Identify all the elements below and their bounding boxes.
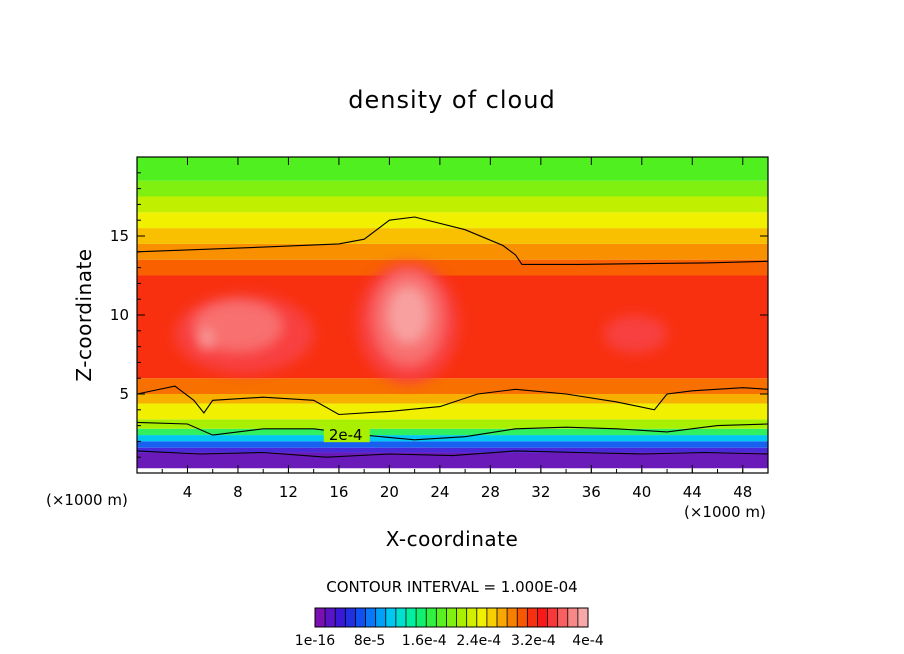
- x-tick-label: 28: [481, 483, 500, 501]
- colorbar-frame: [314, 607, 589, 628]
- colorbar-swatch: [365, 608, 376, 627]
- x-tick-label: 36: [582, 483, 601, 501]
- colorbar-swatch: [476, 608, 488, 627]
- contour-band-13: [137, 212, 768, 229]
- contour-band-0: [137, 452, 768, 469]
- colorbar-swatch: [385, 608, 397, 627]
- contour-band-11: [137, 243, 768, 260]
- contour-line-top: [137, 216, 768, 265]
- contour-lines: 2e-4: [137, 216, 768, 458]
- colorbar-swatch: [537, 608, 548, 627]
- y-tick-label: 5: [119, 385, 129, 403]
- colorbar-swatch: [335, 608, 346, 627]
- colorbar-swatch: [315, 608, 326, 627]
- contour-band-3: [137, 435, 768, 442]
- core-blobs: [174, 262, 668, 383]
- x-axis-unit-label: (×1000 m): [684, 503, 766, 521]
- colorbar-swatch: [547, 608, 558, 627]
- contour-band-12: [137, 228, 768, 244]
- colorbar-swatch: [345, 608, 356, 627]
- x-tick-label: 44: [683, 483, 702, 501]
- contour-band-1: [137, 447, 768, 453]
- colorbar-swatch: [446, 608, 457, 627]
- contour-band-4: [137, 428, 768, 436]
- contour-band-2: [137, 441, 768, 448]
- colorbar-swatch: [426, 608, 437, 627]
- colorbar-swatch: [355, 608, 366, 627]
- contour-band-16: [137, 157, 768, 181]
- colorbar-swatch: [436, 608, 447, 627]
- colorbar-swatch: [527, 608, 538, 627]
- colorbar-label: 3.2e-4: [511, 633, 556, 649]
- contour-label-bg: [323, 427, 370, 443]
- contour-band-10: [137, 259, 768, 276]
- colorbar-swatch: [466, 608, 478, 627]
- contour-band-6: [137, 403, 768, 420]
- x-tick-label: 12: [279, 483, 298, 501]
- colorbar-label: 4e-4: [572, 633, 604, 649]
- contour-band-14: [137, 196, 768, 213]
- x-tick-label: 8: [233, 483, 243, 501]
- colorbar: 1e-16 8e-5 1.6e-4 2.4e-4 3.2e-4 4e-4: [295, 607, 604, 649]
- y-tick-label: 15: [110, 227, 129, 245]
- colorbar-swatch: [557, 608, 569, 627]
- contour-line-base: [137, 450, 768, 458]
- colorbar-swatch: [577, 608, 589, 627]
- x-tick-label: 16: [329, 483, 348, 501]
- colorbar-swatch: [486, 608, 498, 627]
- colorbar-label: 8e-5: [354, 633, 385, 649]
- colorbar-swatch: [507, 608, 518, 627]
- colorbar-swatch: [325, 608, 336, 627]
- x-tick-label: 20: [380, 483, 399, 501]
- colorbar-swatch: [497, 608, 508, 627]
- x-tick-label: 4: [183, 483, 193, 501]
- colorbar-swatch: [416, 608, 427, 627]
- contour-label: 2e-4: [329, 426, 363, 444]
- contour-field: [137, 157, 768, 473]
- core-blob-6: [603, 315, 668, 353]
- colorbar-label: 2.4e-4: [456, 633, 501, 649]
- contour-line-mid: [137, 385, 768, 416]
- x-tick-label: 40: [632, 483, 651, 501]
- x-tick-label: 24: [430, 483, 449, 501]
- contour-line-low: [137, 421, 768, 441]
- y-tick-label: 10: [110, 306, 129, 324]
- chart-title: density of cloud: [348, 86, 556, 114]
- contour-band-5: [137, 419, 768, 429]
- contour-band-8: [137, 378, 768, 394]
- y-axis-unit-label: (×1000 m): [46, 491, 128, 509]
- core-blob-4: [388, 286, 429, 344]
- contour-band-15: [137, 180, 768, 197]
- core-blob-5: [200, 329, 213, 349]
- colorbar-swatch: [395, 608, 407, 627]
- core-blob-2: [193, 300, 283, 352]
- colorbar-label: 1.6e-4: [402, 633, 447, 649]
- colorbar-swatch: [456, 608, 467, 627]
- colorbar-label: 1e-16: [295, 633, 335, 649]
- x-tick-label: 32: [531, 483, 550, 501]
- contour-interval-text: CONTOUR INTERVAL = 1.000E-04: [326, 578, 578, 596]
- x-axis-label: X-coordinate: [385, 527, 519, 551]
- x-tick-label: 48: [733, 483, 752, 501]
- colorbar-swatch: [406, 608, 417, 627]
- colorbar-swatch: [567, 608, 579, 627]
- contour-band-7: [137, 394, 768, 404]
- colorbar-swatch: [375, 608, 387, 627]
- colorbar-swatch: [517, 608, 528, 627]
